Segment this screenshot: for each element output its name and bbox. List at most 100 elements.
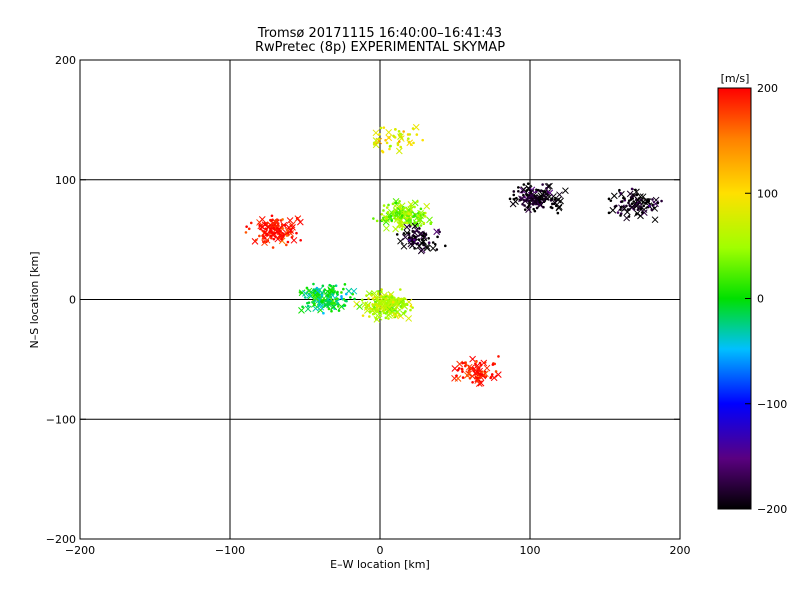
scatter-point [635,193,639,197]
scatter-point [526,205,530,209]
scatter-point [422,232,426,235]
colorbar-tick-label: 200 [757,82,778,95]
axis-ticks: −200−200 −100 −100 0 0 100 100 200 200 [46,54,691,557]
scatter-point [413,247,416,250]
scatter-point [299,238,302,242]
scatter-point [474,360,478,364]
scatter-point [381,216,385,220]
scatter-cross [287,227,294,234]
scatter-point [656,201,660,205]
scatter-point [619,192,623,195]
scatter-cross [324,288,331,295]
scatter-point [336,293,339,296]
scatter-point [270,214,274,218]
scatter-cross [330,303,338,311]
scatter-point [361,314,365,317]
y-tick-label: 200 [55,54,76,67]
scatter-point [261,237,265,240]
scatter-point [317,290,321,294]
scatter-point [408,225,412,228]
scatter-point [349,296,352,299]
scatter-point [630,202,634,206]
scatter-point [393,128,397,131]
scatter-point [376,308,379,312]
scatter-point [419,207,423,211]
scatter-point [331,293,335,296]
colorbar-tick-label: −100 [757,398,787,411]
y-tick-label: 100 [55,174,76,187]
scatter-point [389,214,393,218]
scatter-cross [464,372,471,379]
colorbar-ticks: 200 100 0 −100 −200 [745,82,787,516]
scatter-cross [373,294,380,302]
scatter-point [489,376,492,380]
scatter-point [409,220,413,224]
scatter-cross [383,302,391,309]
scatter-cross [400,302,408,310]
scatter-point [403,212,407,215]
scatter-cross [426,216,433,224]
scatter-point [390,219,393,222]
scatter-point [533,209,537,213]
scatter-cross [623,208,631,216]
scatter-point [407,208,411,212]
scatter-cross [429,245,437,252]
scatter-cross [305,287,313,295]
scatter-cross [272,218,280,226]
scatter-point [320,300,323,303]
scatter-cross [555,203,563,211]
scatter-point [471,380,474,384]
scatter-cross [640,209,648,216]
scatter-point [382,204,386,207]
scatter-point [379,126,383,130]
scatter-point [389,299,392,302]
scatter-point [455,374,458,377]
scatter-cross [286,217,294,224]
y-axis-label: N–S location [km] [28,251,41,348]
scatter-cross [423,243,431,250]
scatter-cross [298,307,305,314]
scatter-point [413,235,417,239]
scatter-point [630,187,634,191]
scatter-cross [296,218,304,226]
scatter-point [460,367,464,371]
scatter-point [398,220,402,224]
scatter-point [270,236,273,240]
scatter-point [397,130,401,133]
scatter-cross [520,186,528,193]
scatter-point [415,242,419,246]
scatter-point [387,203,390,207]
scatter-cross [635,198,642,206]
scatter-point [343,304,347,307]
scatter-point [421,234,425,238]
scatter-cross [423,244,431,252]
scatter-point [431,241,435,244]
scatter-point [367,297,370,300]
scatter-cross [467,364,475,372]
scatter-point [337,309,341,312]
scatter-point [398,298,402,301]
scatter-point [421,138,425,142]
colorbar-label: [m/s] [721,72,750,85]
scatter-point [480,373,484,376]
scatter-point [340,295,343,298]
scatter-point [419,224,423,227]
y-tick-label: −100 [46,413,76,426]
scatter-cross [420,238,427,245]
scatter-point [254,238,258,242]
scatter-cross [413,226,421,234]
scatter-point [464,364,467,368]
scatter-point [391,212,395,216]
scatter-point [258,234,261,238]
scatter-cross [537,192,545,200]
scatter-point [409,308,412,312]
scatter-point [416,200,419,203]
scatter-point [461,370,464,373]
scatter-point [367,304,371,307]
scatter-point [265,233,269,236]
scatter-point [263,221,267,225]
scatter-point [313,289,317,293]
scatter-cross [400,242,408,250]
scatter-point [268,230,271,233]
scatter-point [247,227,251,231]
